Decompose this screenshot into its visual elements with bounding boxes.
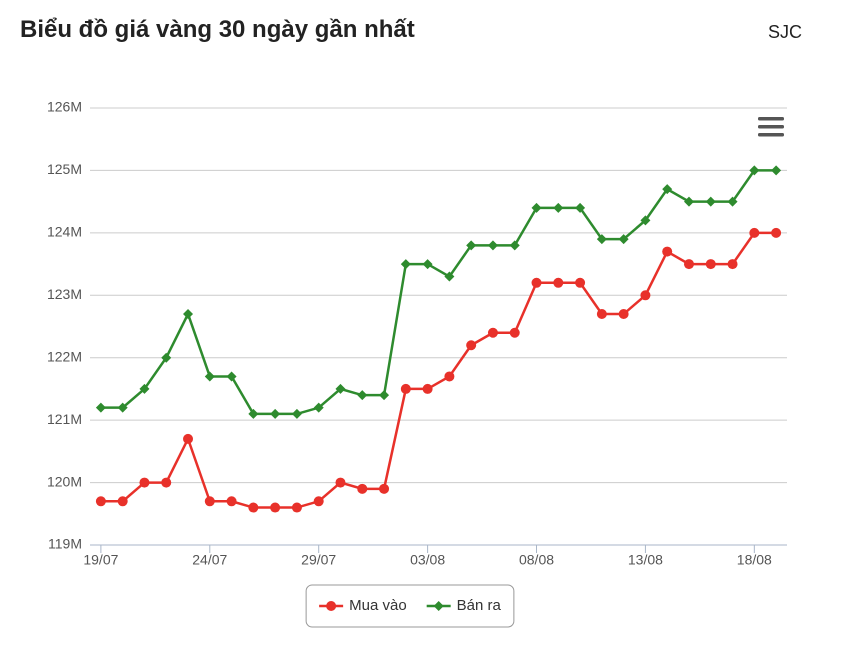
point [444, 271, 455, 282]
point [531, 277, 542, 288]
point [117, 402, 128, 413]
point [509, 240, 520, 251]
y-tick-label: 123M [47, 286, 82, 302]
point [771, 227, 782, 238]
page-title: Biểu đồ giá vàng 30 ngày gần nhất [20, 16, 415, 43]
point [640, 215, 651, 226]
point [618, 234, 629, 245]
point [705, 196, 716, 207]
point [335, 383, 346, 394]
point [226, 371, 237, 382]
menu-bar [758, 117, 784, 121]
point [161, 352, 172, 363]
point [226, 496, 237, 507]
y-tick-label: 126M [47, 99, 82, 115]
point [204, 371, 215, 382]
point [553, 202, 564, 213]
line [100, 169, 777, 416]
series [95, 227, 782, 513]
y-tick-label: 121M [47, 411, 82, 427]
series [95, 165, 782, 419]
x-tick-label: 24/07 [192, 552, 227, 568]
point [117, 496, 128, 507]
legend-label: Mua vào [349, 597, 407, 614]
point [139, 383, 150, 394]
point [291, 502, 302, 513]
point [357, 483, 368, 494]
line [100, 231, 777, 509]
point [161, 477, 172, 488]
x-tick-label: 29/07 [301, 552, 336, 568]
menu-icon[interactable] [758, 117, 784, 137]
point [357, 390, 368, 401]
menu-bar [758, 133, 784, 137]
point [487, 327, 498, 338]
legend: Mua vào Bán ra [305, 584, 515, 628]
legend-label: Bán ra [457, 597, 502, 614]
point [139, 477, 150, 488]
point [771, 165, 782, 176]
point [313, 402, 324, 413]
source: SJC [767, 22, 802, 42]
point [509, 327, 520, 338]
point [422, 383, 433, 394]
point [596, 309, 607, 320]
point [749, 165, 760, 176]
point [335, 477, 346, 488]
point [466, 340, 477, 351]
point [727, 259, 738, 270]
point [379, 390, 390, 401]
point [487, 240, 498, 251]
y-tick-label: 124M [47, 224, 82, 240]
point [422, 259, 433, 270]
menu-bar [758, 125, 784, 129]
point [95, 496, 106, 507]
x-tick-label: 08/08 [519, 552, 554, 568]
y-tick-label: 119M [48, 536, 82, 552]
point [575, 202, 586, 213]
point [248, 408, 259, 419]
point [183, 433, 194, 444]
point [270, 408, 281, 419]
point [204, 496, 215, 507]
point [575, 277, 586, 288]
point [400, 383, 411, 394]
point [433, 601, 444, 611]
point [400, 259, 411, 270]
point [553, 277, 564, 288]
point [683, 259, 694, 270]
y-tick-label: 122M [47, 348, 82, 364]
point [531, 202, 542, 213]
y-tick-label: 125M [47, 161, 82, 177]
point [662, 184, 673, 195]
point [596, 234, 607, 245]
point [727, 196, 738, 207]
point [95, 402, 106, 413]
point [326, 601, 337, 611]
point [749, 227, 760, 238]
x-tick-label: 03/08 [410, 552, 445, 568]
point [444, 371, 455, 382]
x-tick-label: 18/08 [737, 552, 772, 568]
point [270, 502, 281, 513]
point [291, 408, 302, 419]
point [466, 240, 477, 251]
point [618, 309, 629, 320]
point [313, 496, 324, 507]
legend-box [305, 584, 515, 628]
point [705, 259, 716, 270]
x-tick-label: 19/07 [83, 552, 118, 568]
point [379, 483, 390, 494]
y-tick-label: 120M [47, 473, 82, 489]
point [248, 502, 259, 513]
point [183, 309, 194, 320]
point [662, 246, 673, 257]
point [640, 290, 651, 301]
point [683, 196, 694, 207]
x-tick-label: 13/08 [628, 552, 663, 568]
